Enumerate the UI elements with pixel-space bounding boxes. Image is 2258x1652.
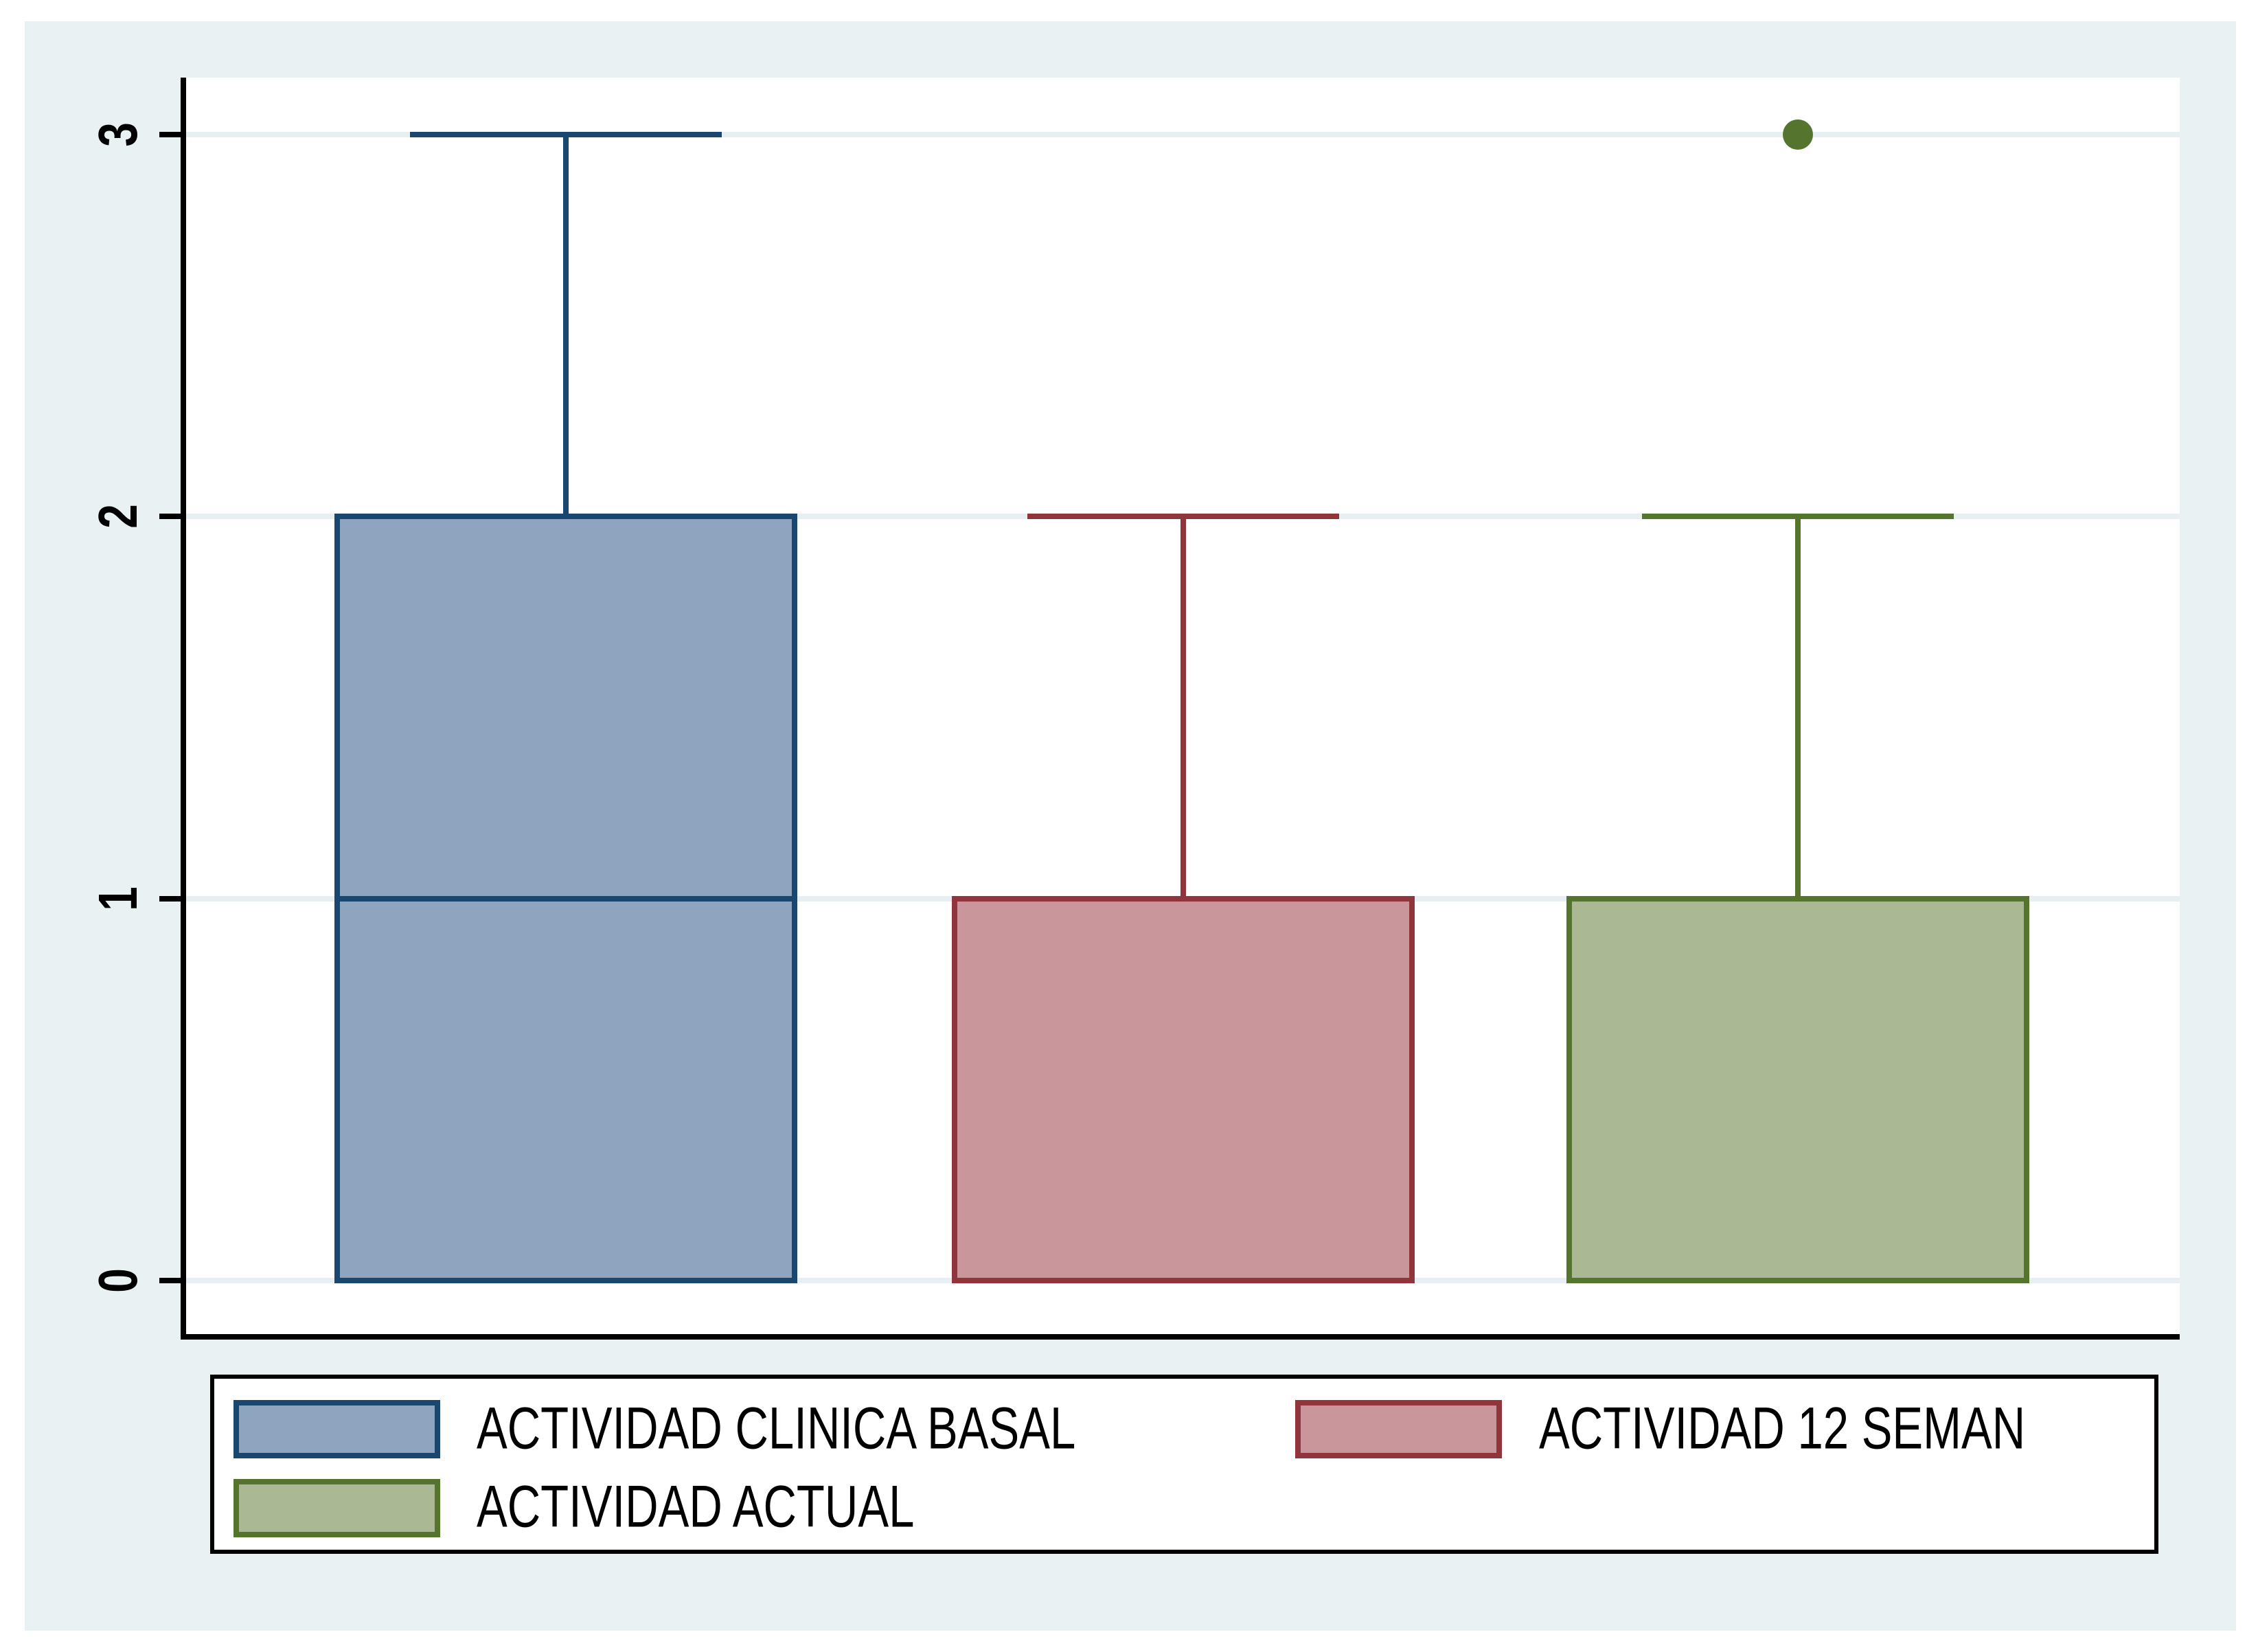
median-line	[334, 895, 797, 902]
y-axis-tick	[159, 895, 181, 902]
legend-label: ACTIVIDAD CLINICA BASAL	[477, 1395, 1076, 1462]
y-axis-tick	[159, 514, 181, 520]
legend-swatch	[233, 1479, 440, 1537]
y-axis-tick	[159, 132, 181, 138]
y-axis-tick-label: 1	[87, 886, 148, 911]
whisker-cap	[1642, 514, 1954, 520]
legend-label: ACTIVIDAD 12 SEMAN	[1539, 1395, 2026, 1462]
gridline	[185, 132, 2180, 138]
y-axis-line	[181, 78, 186, 1340]
legend-swatch	[233, 1400, 440, 1458]
x-axis-line	[181, 1334, 2180, 1340]
legend: ACTIVIDAD CLINICA BASAL ACTIVIDAD 12 SEMA…	[210, 1375, 2158, 1554]
whisker-cap	[410, 132, 722, 138]
median-line	[952, 895, 1415, 902]
legend-label: ACTIVIDAD ACTUAL	[477, 1473, 915, 1540]
median-line	[1566, 895, 2029, 902]
whisker-line	[1795, 516, 1801, 899]
outlier-dot	[1783, 119, 1813, 150]
whisker-line	[1181, 516, 1186, 899]
whisker-cap	[1027, 514, 1339, 520]
legend-swatch	[1295, 1400, 1502, 1458]
y-axis-tick	[159, 1278, 181, 1283]
y-axis-tick-label: 3	[87, 122, 148, 147]
y-axis-tick-label: 2	[87, 504, 148, 529]
y-axis-tick-label: 0	[87, 1268, 148, 1293]
whisker-line	[563, 135, 569, 517]
